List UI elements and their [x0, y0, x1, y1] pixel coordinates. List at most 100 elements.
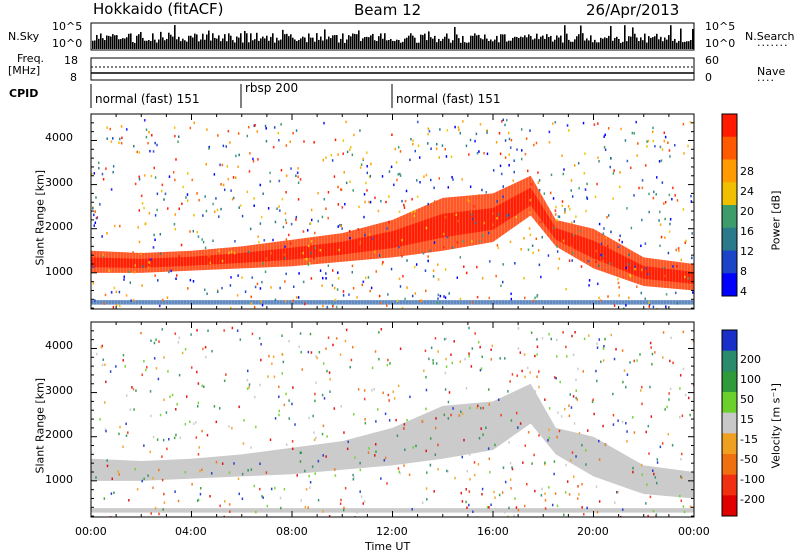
velocity-speckle	[402, 451, 404, 455]
velocity-speckle	[397, 467, 400, 470]
velocity-speckle	[678, 415, 681, 419]
velocity-speckle	[184, 422, 187, 426]
velocity-speckle	[507, 515, 509, 517]
velocity-speckle	[155, 367, 158, 370]
velocity-speckle	[548, 436, 550, 440]
velocity-speckle	[380, 477, 382, 480]
velocity-speckle	[473, 473, 476, 477]
velocity-speckle	[173, 436, 176, 440]
velocity-speckle	[174, 490, 176, 493]
velocity-speckle	[491, 344, 494, 348]
nsky-bar	[278, 40, 280, 49]
nsky-bar	[524, 35, 526, 49]
velocity-speckle	[383, 459, 386, 462]
colorbar-cell	[722, 371, 737, 393]
velocity-speckle	[161, 455, 163, 458]
velocity-speckle	[446, 469, 448, 473]
velocity-cb-label: Velocity [m s⁻¹]	[769, 383, 783, 469]
velocity-speckle	[375, 420, 377, 423]
velocity-speckle	[530, 331, 533, 334]
nsky-bar	[644, 33, 646, 49]
velocity-speckle	[150, 339, 152, 342]
velocity-speckle	[488, 506, 490, 509]
nsky-bar	[594, 39, 596, 49]
nsky-bar	[108, 35, 110, 49]
velocity-speckle	[352, 477, 355, 481]
nsky-bar	[610, 26, 612, 49]
power-cb-tick-4: 4	[740, 285, 747, 298]
power-cb-tick-20: 20	[740, 205, 754, 218]
velocity-speckle	[294, 423, 296, 426]
nsky-bar	[510, 40, 512, 49]
velocity-speckle	[250, 468, 253, 471]
velocity-speckle	[620, 515, 622, 517]
velocity-speckle	[339, 353, 342, 356]
velocity-speckle	[178, 336, 181, 340]
velocity-speckle	[198, 446, 200, 449]
nsky-bar	[300, 38, 302, 49]
velocity-speckle	[680, 476, 683, 480]
velocity-speckle	[612, 413, 615, 417]
velocity-speckle	[679, 374, 682, 377]
velocity-speckle	[454, 476, 456, 480]
velocity-speckle	[501, 491, 504, 494]
nsky-bar	[154, 39, 156, 49]
velocity-speckle	[323, 397, 326, 400]
velocity-speckle	[271, 362, 273, 365]
velocity-speckle	[461, 455, 464, 459]
velocity-speckle	[141, 373, 143, 377]
velocity-speckle	[509, 380, 511, 383]
nsky-bar	[562, 42, 564, 49]
velocity-speckle	[572, 353, 575, 357]
velocity-speckle	[666, 405, 668, 409]
nsky-bar	[622, 41, 624, 49]
velocity-speckle	[213, 405, 216, 408]
velocity-speckle	[517, 327, 520, 330]
velocity-speckle	[215, 460, 218, 464]
nsky-bar	[494, 39, 496, 49]
velocity-speckle	[228, 425, 230, 428]
nsearch-tick-low: 10^0	[705, 37, 736, 50]
velocity-speckle	[633, 431, 636, 434]
nsky-bar	[318, 39, 320, 49]
nsky-bar	[282, 29, 284, 49]
velocity-speckle	[128, 499, 130, 502]
velocity-speckle	[513, 514, 516, 517]
velocity-speckle	[421, 501, 424, 505]
power-cb-label: Power [dB]	[769, 190, 783, 251]
nsky-bar	[220, 41, 222, 49]
velocity-speckle	[395, 418, 397, 422]
velocity-speckle	[556, 435, 558, 439]
xtick-4: 04:00	[175, 525, 207, 538]
nsky-bar	[490, 39, 492, 49]
nsky-bar	[396, 39, 398, 49]
velocity-speckle	[598, 439, 600, 443]
freq-label: Freq.	[17, 52, 45, 65]
velocity-speckle	[156, 438, 159, 441]
nsky-bar	[144, 40, 146, 49]
velocity-speckle	[485, 426, 487, 430]
velocity-speckle	[519, 351, 522, 354]
velocity-speckle	[185, 395, 188, 398]
velocity-band-near_range_band	[91, 508, 694, 513]
velocity-speckle	[469, 406, 471, 410]
nsky-bar	[190, 35, 192, 49]
nsky-bar	[566, 33, 568, 49]
nsky-bar	[506, 41, 508, 49]
nsky-bar	[348, 35, 350, 49]
velocity-speckle	[490, 503, 492, 507]
velocity-speckle	[367, 451, 370, 454]
nsky-bar	[588, 40, 590, 49]
velocity-speckle	[150, 512, 152, 515]
velocity-speckle	[411, 508, 413, 511]
nsky-bar	[378, 36, 380, 49]
nsky-bar	[660, 36, 662, 49]
nsky-bar	[252, 40, 254, 49]
velocity-speckle	[683, 510, 686, 514]
nsky-bar	[476, 35, 478, 49]
nsearch-tick-high: 10^5	[705, 20, 736, 33]
nsky-bar	[542, 35, 544, 49]
velocity-speckle	[322, 510, 324, 513]
velocity-speckle	[415, 444, 417, 448]
nsky-bar	[410, 33, 412, 49]
